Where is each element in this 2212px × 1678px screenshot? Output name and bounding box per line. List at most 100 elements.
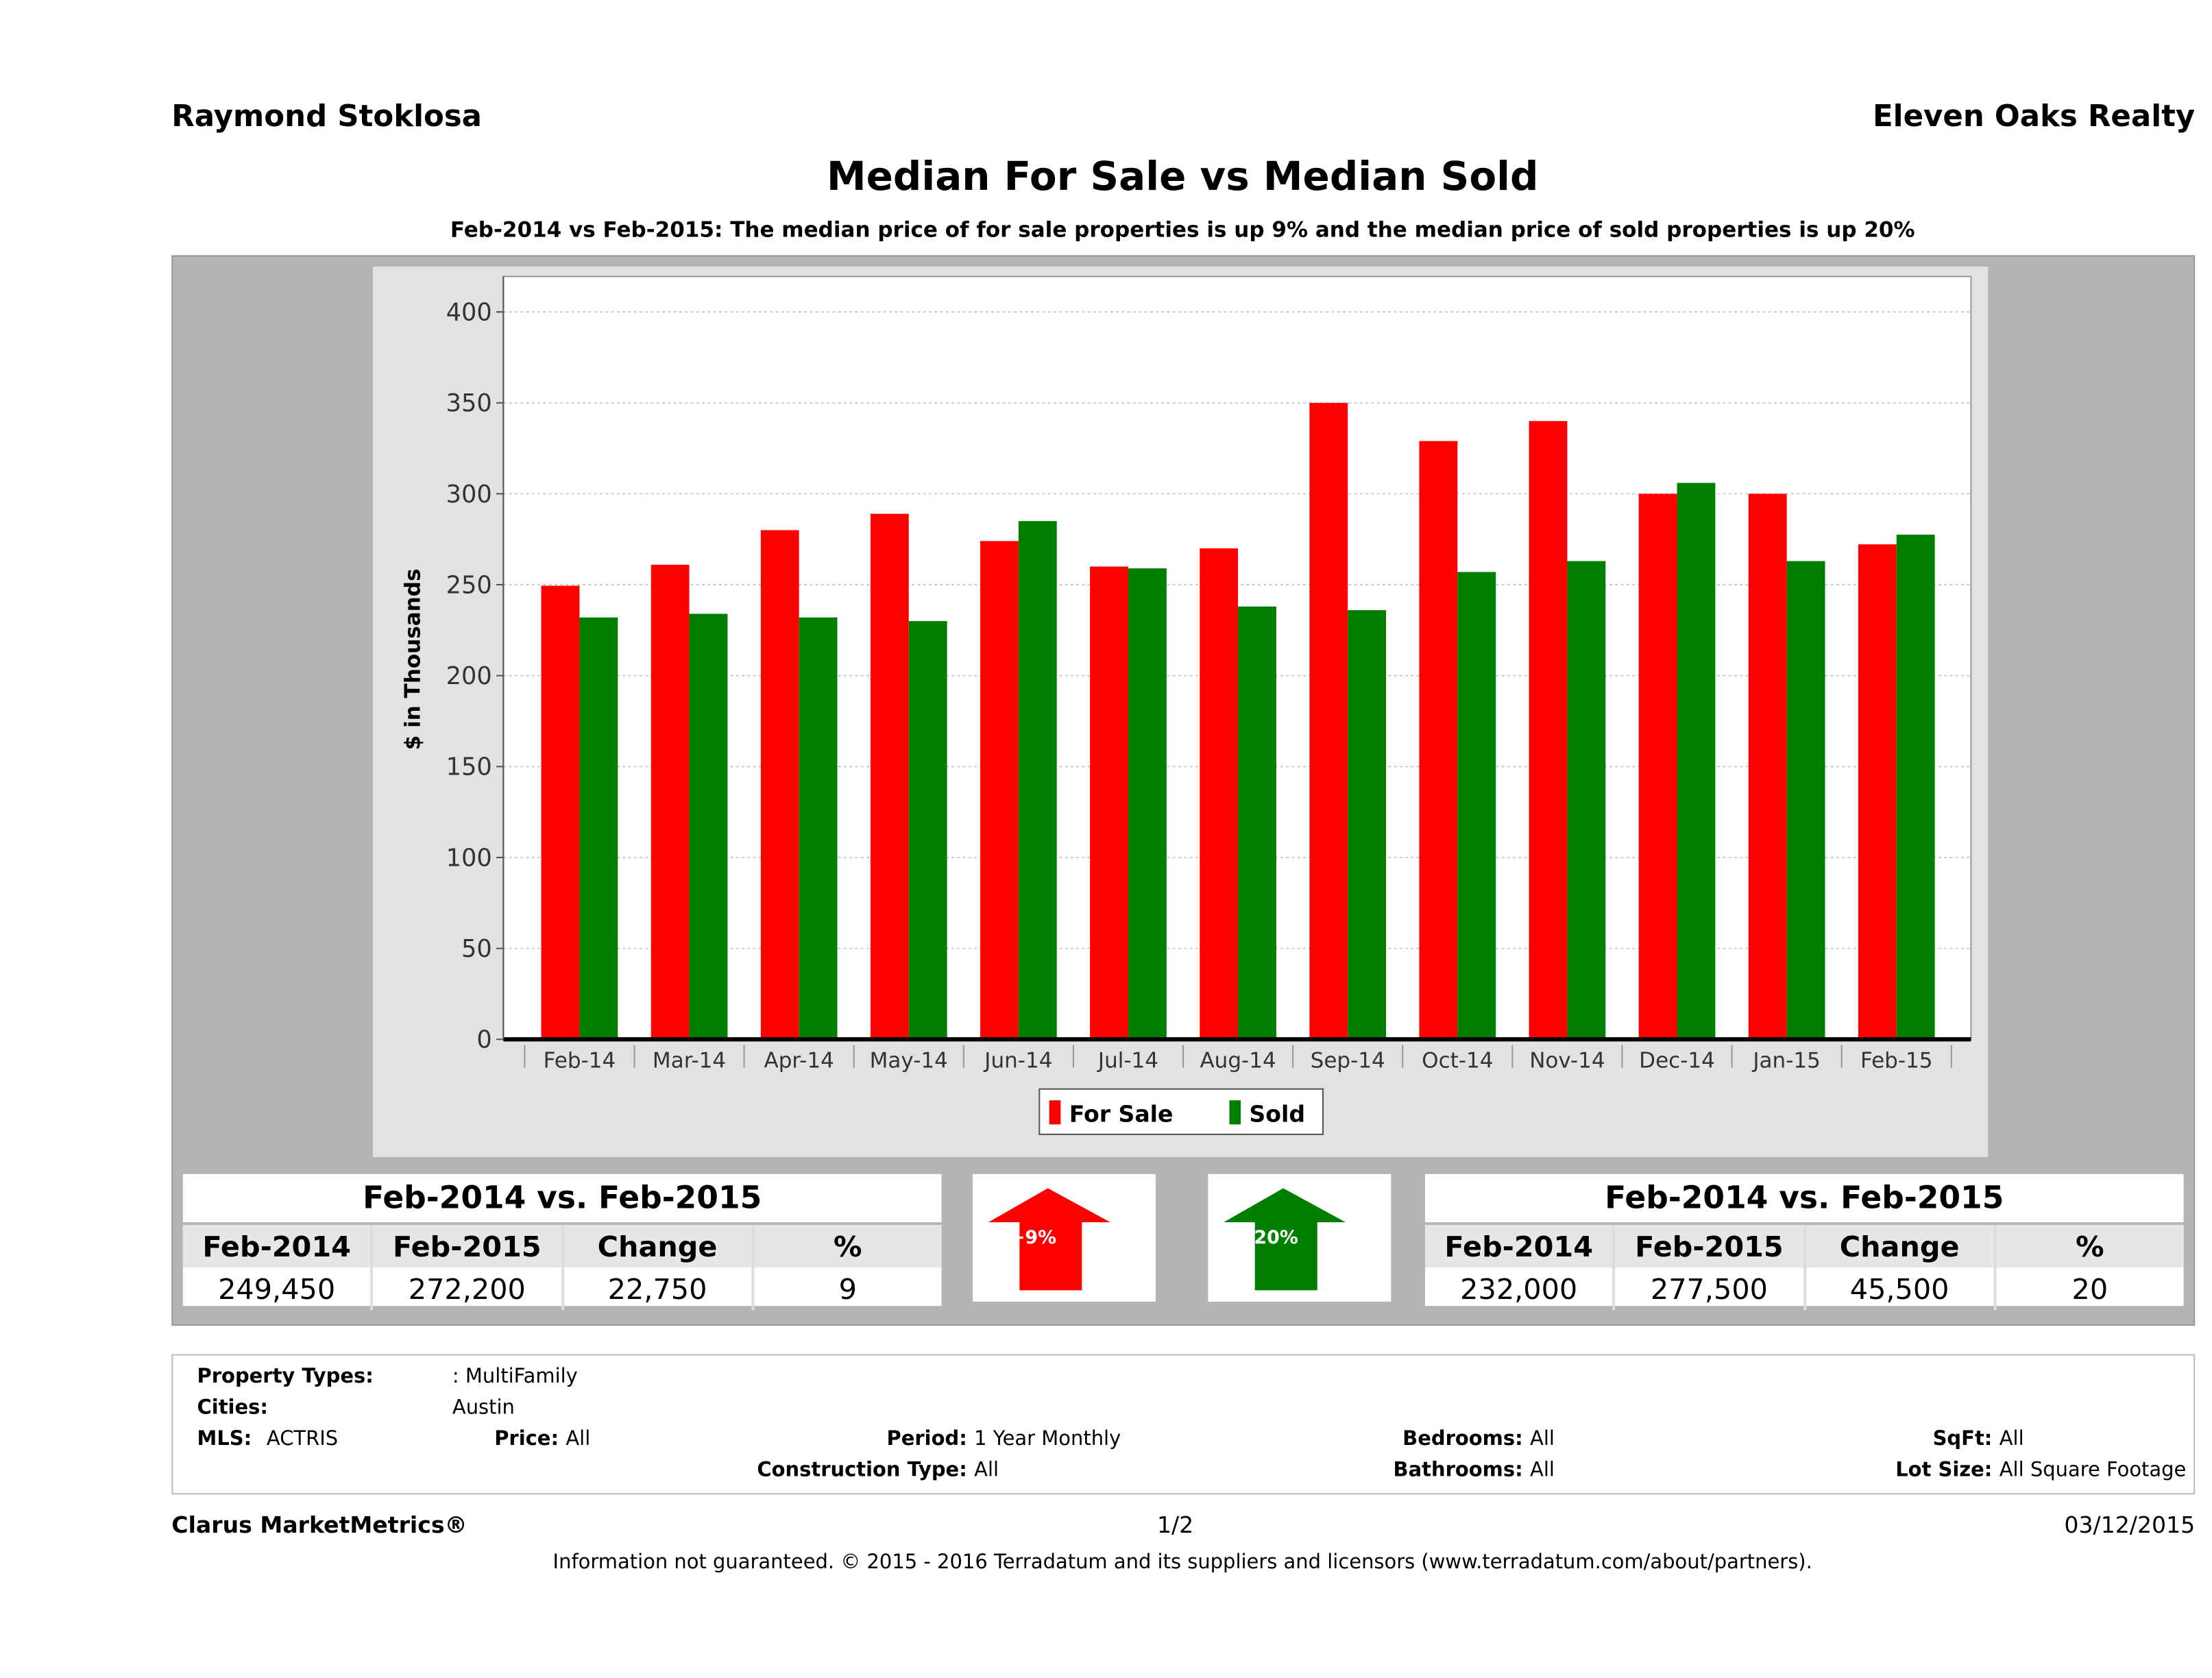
- sqft-criterion: SqFt: All: [1933, 1428, 2024, 1450]
- for-sale-table: Feb-2014 vs. Feb-2015 Feb-2014 Feb-2015 …: [182, 1174, 942, 1311]
- for-sale-change-badge: +9%: [973, 1174, 1156, 1302]
- label: Price:: [494, 1428, 559, 1451]
- bar-for-sale: [1309, 402, 1348, 1040]
- cell: 277,500: [1616, 1267, 1806, 1311]
- value: : MultiFamily: [452, 1365, 578, 1389]
- label: Bedrooms:: [1402, 1428, 1523, 1451]
- bedrooms-criterion: Bedrooms: All: [1402, 1428, 1555, 1450]
- y-tick-label: 50: [461, 935, 492, 963]
- bar-for-sale: [1090, 566, 1128, 1040]
- bar-sold: [579, 617, 618, 1040]
- search-criteria: Property Types: : MultiFamily Cities: Au…: [171, 1354, 2196, 1495]
- table-title: Feb-2014 vs. Feb-2015: [1424, 1174, 2184, 1226]
- x-tick-label: Apr-14: [764, 1049, 834, 1073]
- col-header: %: [834, 1229, 862, 1264]
- value: All: [1530, 1459, 1555, 1482]
- badge-text: +20%: [1238, 1228, 1298, 1250]
- bar-for-sale: [1858, 544, 1897, 1040]
- col-header: %: [2076, 1229, 2104, 1264]
- x-tick-label: Aug-14: [1200, 1049, 1276, 1073]
- label: Bathrooms:: [1393, 1459, 1523, 1482]
- y-tick-label: 250: [446, 571, 492, 599]
- cell: 9: [838, 1272, 857, 1306]
- bar-for-sale: [651, 564, 690, 1040]
- table-title: Feb-2014 vs. Feb-2015: [182, 1174, 942, 1226]
- bar-for-sale: [1200, 548, 1239, 1040]
- x-tick-label: Jan-15: [1751, 1049, 1820, 1073]
- label: MLS:: [197, 1428, 252, 1451]
- report-date: 03/12/2015: [2064, 1511, 2196, 1539]
- bar-chart: 0 50 100 150 200 250 300 350 400 $ in Thousands Fe…: [400, 276, 1972, 1135]
- bar-sold: [1786, 561, 1825, 1040]
- cell: 272,200: [374, 1267, 564, 1311]
- legend-box: [1038, 1088, 1324, 1135]
- cell: 249,450: [183, 1267, 374, 1311]
- x-tick-label: May-14: [870, 1049, 948, 1073]
- cell: 45,500: [1806, 1267, 1997, 1311]
- disclaimer: Information not guaranteed. © 2015 - 201…: [552, 1551, 1812, 1574]
- up-arrow-icon: [1224, 1188, 1346, 1291]
- y-tick-label: 0: [476, 1026, 491, 1054]
- label: Period:: [886, 1428, 967, 1451]
- label: SqFt:: [1932, 1428, 1993, 1451]
- value: All: [974, 1459, 999, 1482]
- x-tick-label: Feb-14: [544, 1049, 616, 1073]
- legend-swatch-for-sale: [1049, 1100, 1061, 1125]
- col-header: Feb-2015: [374, 1225, 564, 1268]
- bar-for-sale: [1748, 494, 1787, 1040]
- y-tick-label: 400: [446, 299, 492, 327]
- chart-subtitle: Feb-2014 vs Feb-2015: The median price o…: [450, 217, 1915, 243]
- bar-sold: [689, 613, 728, 1040]
- bar-sold: [1128, 568, 1167, 1040]
- bar-sold: [1896, 535, 1935, 1040]
- bathrooms-criterion: Bathrooms: All: [1394, 1459, 1555, 1482]
- y-tick-label: 300: [446, 481, 492, 509]
- y-tick-label: 200: [446, 662, 492, 690]
- legend-label-for-sale: For Sale: [1069, 1100, 1174, 1127]
- bar-sold: [1018, 521, 1057, 1040]
- bar-for-sale: [870, 513, 909, 1040]
- agent-name: Raymond Stoklosa: [171, 99, 483, 134]
- chart-title: Median For Sale vs Median Sold: [826, 153, 1539, 200]
- x-tick-label: Nov-14: [1529, 1049, 1605, 1073]
- value: All: [566, 1428, 591, 1451]
- bar-sold: [908, 621, 947, 1040]
- x-tick-label: Feb-15: [1860, 1049, 1933, 1073]
- cell: 232,000: [1425, 1267, 1616, 1311]
- label: Cities:: [197, 1396, 268, 1420]
- col-header: Change: [563, 1225, 754, 1268]
- badge-text: +9%: [1009, 1228, 1057, 1250]
- legend-label-sold: Sold: [1249, 1100, 1305, 1127]
- col-header: Feb-2014: [183, 1225, 374, 1268]
- x-tick-label: Dec-14: [1639, 1049, 1715, 1073]
- bar-for-sale: [1419, 441, 1458, 1040]
- bar-sold: [1567, 561, 1606, 1040]
- bar-for-sale: [980, 541, 1019, 1040]
- sold-change-badge: +20%: [1208, 1174, 1391, 1302]
- x-tick-label: Oct-14: [1422, 1049, 1493, 1073]
- construction-criterion: Construction Type: All: [757, 1459, 999, 1482]
- cell: 20: [2071, 1272, 2108, 1306]
- bar-for-sale: [1529, 421, 1568, 1040]
- col-header: Change: [1806, 1225, 1997, 1268]
- period-criterion: Period: 1 Year Monthly: [886, 1428, 1121, 1450]
- value: ACTRIS: [266, 1428, 339, 1451]
- y-tick-label: 150: [446, 753, 492, 781]
- legend-swatch-sold: [1229, 1100, 1241, 1125]
- bar-sold: [1238, 606, 1276, 1040]
- y-axis-label: $ in Thousands: [400, 569, 425, 751]
- sold-table: Feb-2014 vs. Feb-2015 Feb-2014 Feb-2015 …: [1424, 1174, 2184, 1311]
- chart-panel: 0 50 100 150 200 250 300 350 400 $ in Thousands Fe…: [373, 266, 1989, 1157]
- brokerage-name: Eleven Oaks Realty: [1873, 99, 2196, 134]
- col-header: Feb-2015: [1616, 1225, 1806, 1268]
- label: Lot Size:: [1895, 1459, 1993, 1482]
- up-arrow-icon: [988, 1188, 1110, 1291]
- bar-sold: [1457, 572, 1496, 1040]
- bar-for-sale: [1638, 494, 1677, 1040]
- value: Austin: [452, 1396, 515, 1420]
- value: All Square Footage: [1999, 1459, 2187, 1482]
- x-tick-label: Mar-14: [653, 1049, 726, 1073]
- bar-for-sale: [760, 530, 799, 1040]
- y-tick-label: 100: [446, 844, 492, 872]
